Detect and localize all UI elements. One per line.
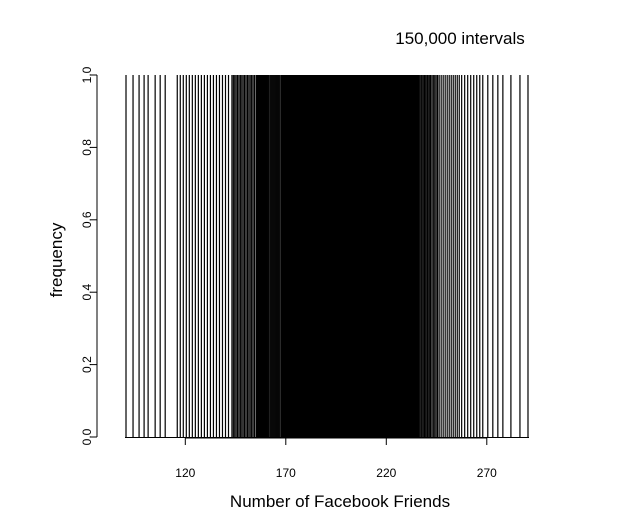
- y-tick-label: 0.6: [80, 211, 94, 228]
- x-tick-label: 170: [276, 466, 296, 480]
- chart-title: 150,000 intervals: [395, 29, 524, 48]
- y-tick-label: 1.0: [80, 66, 94, 83]
- y-tick-label: 0.2: [80, 356, 94, 373]
- y-axis-label: frequency: [47, 222, 66, 297]
- y-tick-label: 0.4: [80, 284, 94, 301]
- x-axis-label: Number of Facebook Friends: [230, 492, 450, 511]
- y-tick-label: 0.0: [80, 428, 94, 445]
- x-tick-label: 220: [376, 466, 396, 480]
- x-tick-label: 120: [175, 466, 195, 480]
- x-tick-label: 270: [477, 466, 497, 480]
- bar-block-dense: [280, 75, 411, 437]
- y-tick-label: 0.8: [80, 139, 94, 156]
- y-axis: 0.0 0.2 0.4 0.6 0.8 1.0: [80, 66, 98, 445]
- x-axis: 120 170 220 270: [125, 437, 529, 480]
- bars-group: [125, 75, 529, 437]
